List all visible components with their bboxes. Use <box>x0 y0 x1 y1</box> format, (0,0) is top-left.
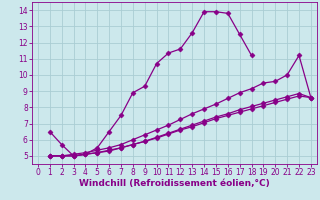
X-axis label: Windchill (Refroidissement éolien,°C): Windchill (Refroidissement éolien,°C) <box>79 179 270 188</box>
